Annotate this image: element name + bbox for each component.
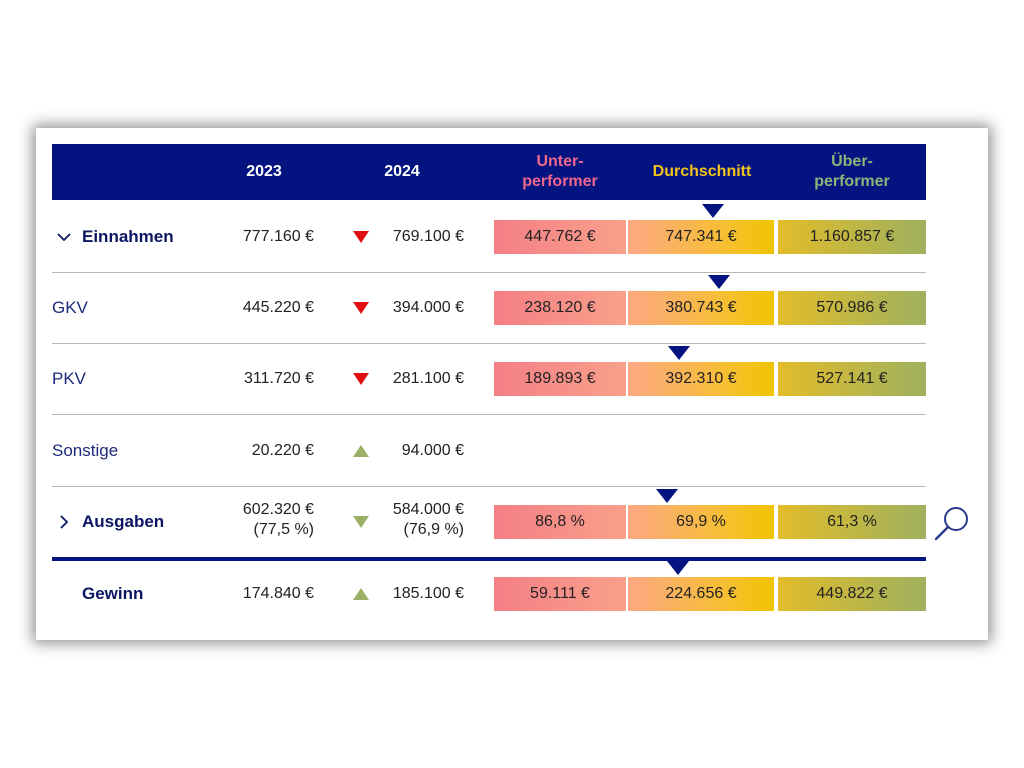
benchmark-underperformer: 86,8 % <box>494 505 626 539</box>
value-2024-amount: 769.100 € <box>392 228 464 245</box>
value-2024-amount: 185.100 € <box>392 585 464 602</box>
row-label-text: Einnahmen <box>82 227 174 246</box>
row-label-text: Gewinn <box>82 584 144 603</box>
header-2023: 2023 <box>246 163 282 180</box>
benchmark-average: 392.310 € <box>628 362 774 396</box>
row-separator <box>52 343 926 344</box>
value-2024: 185.100 € <box>360 584 464 604</box>
row-label-gewinn: Gewinn <box>82 576 143 612</box>
header-average: Durchschnitt <box>652 163 752 180</box>
row-label-pkv: PKV <box>52 361 86 397</box>
benchmark-overperformer: 449.822 € <box>778 577 926 611</box>
position-marker <box>701 204 724 218</box>
total-separator <box>52 557 926 561</box>
row-label-text: GKV <box>52 298 88 317</box>
search-icon[interactable] <box>934 504 972 542</box>
value-2023: 602.320 € (77,5 %) <box>212 500 314 540</box>
value-2024: 769.100 € <box>360 227 464 247</box>
row-separator <box>52 486 926 487</box>
value-2023-amount: 602.320 € <box>242 501 314 518</box>
benchmark-overperformer: 527.141 € <box>778 362 926 396</box>
value-2023: 174.840 € <box>212 584 314 604</box>
benchmark-average: 69,9 % <box>628 505 774 539</box>
value-2024: 281.100 € <box>360 369 464 389</box>
chevron-right-icon[interactable] <box>56 514 72 530</box>
table-header: 2023 2024 Unter- performer Durchschnitt … <box>52 144 926 200</box>
value-2024-amount: 394.000 € <box>392 299 464 316</box>
trend-up-icon <box>353 445 369 457</box>
value-2024-amount: 281.100 € <box>392 370 464 387</box>
row-label-gkv: GKV <box>52 290 88 326</box>
trend-down-icon <box>353 373 369 385</box>
value-2023-amount: 174.840 € <box>242 585 314 602</box>
value-2023: 777.160 € <box>212 227 314 247</box>
header-overperformer: Über- performer <box>814 153 890 190</box>
value-2024: 394.000 € <box>360 298 464 318</box>
row-separator <box>52 414 926 415</box>
value-2024: 94.000 € <box>360 441 464 461</box>
benchmark-overperformer: 61,3 % <box>778 505 926 539</box>
value-2024-percent: (76,9 %) <box>403 521 464 538</box>
benchmark-overperformer: 1.160.857 € <box>778 220 926 254</box>
trend-up-icon <box>353 588 369 600</box>
position-marker <box>656 489 679 503</box>
row-separator <box>52 272 926 273</box>
trend-down-icon <box>353 231 369 243</box>
position-marker <box>707 275 730 289</box>
value-2024-amount: 94.000 € <box>401 442 464 459</box>
value-2024-amount: 584.000 € <box>392 501 464 518</box>
row-label-text: PKV <box>52 369 87 388</box>
benchmark-underperformer: 189.893 € <box>494 362 626 396</box>
trend-down-icon <box>353 302 369 314</box>
row-label-text: Ausgaben <box>82 512 165 531</box>
row-label-sonstige: Sonstige <box>52 433 118 469</box>
benchmark-overperformer: 570.986 € <box>778 291 926 325</box>
header-2024: 2024 <box>384 163 420 180</box>
value-2023-amount: 20.220 € <box>251 442 314 459</box>
value-2023-amount: 311.720 € <box>244 370 314 387</box>
chevron-down-icon[interactable] <box>56 229 72 245</box>
value-2023: 311.720 € <box>212 369 314 389</box>
value-2023-amount: 777.160 € <box>242 228 314 245</box>
value-2024: 584.000 € (76,9 %) <box>360 500 464 540</box>
trend-down-icon <box>353 516 369 528</box>
row-label-text: Sonstige <box>52 441 119 460</box>
row-label-ausgaben[interactable]: Ausgaben <box>52 504 164 540</box>
value-2023: 445.220 € <box>212 298 314 318</box>
benchmark-underperformer: 59.111 € <box>494 577 626 611</box>
benchmark-average: 380.743 € <box>628 291 774 325</box>
benchmark-average: 747.341 € <box>628 220 774 254</box>
benchmark-underperformer: 238.120 € <box>494 291 626 325</box>
benchmark-underperformer: 447.762 € <box>494 220 626 254</box>
position-marker <box>668 346 691 360</box>
position-marker <box>666 561 689 575</box>
header-underperformer: Unter- performer <box>522 153 598 190</box>
benchmark-card: 2023 2024 Unter- performer Durchschnitt … <box>36 128 988 640</box>
value-2023-amount: 445.220 € <box>242 299 314 316</box>
row-label-einnahmen[interactable]: Einnahmen <box>52 219 174 255</box>
value-2023: 20.220 € <box>212 441 314 461</box>
value-2023-percent: (77,5 %) <box>253 521 314 538</box>
benchmark-average: 224.656 € <box>628 577 774 611</box>
